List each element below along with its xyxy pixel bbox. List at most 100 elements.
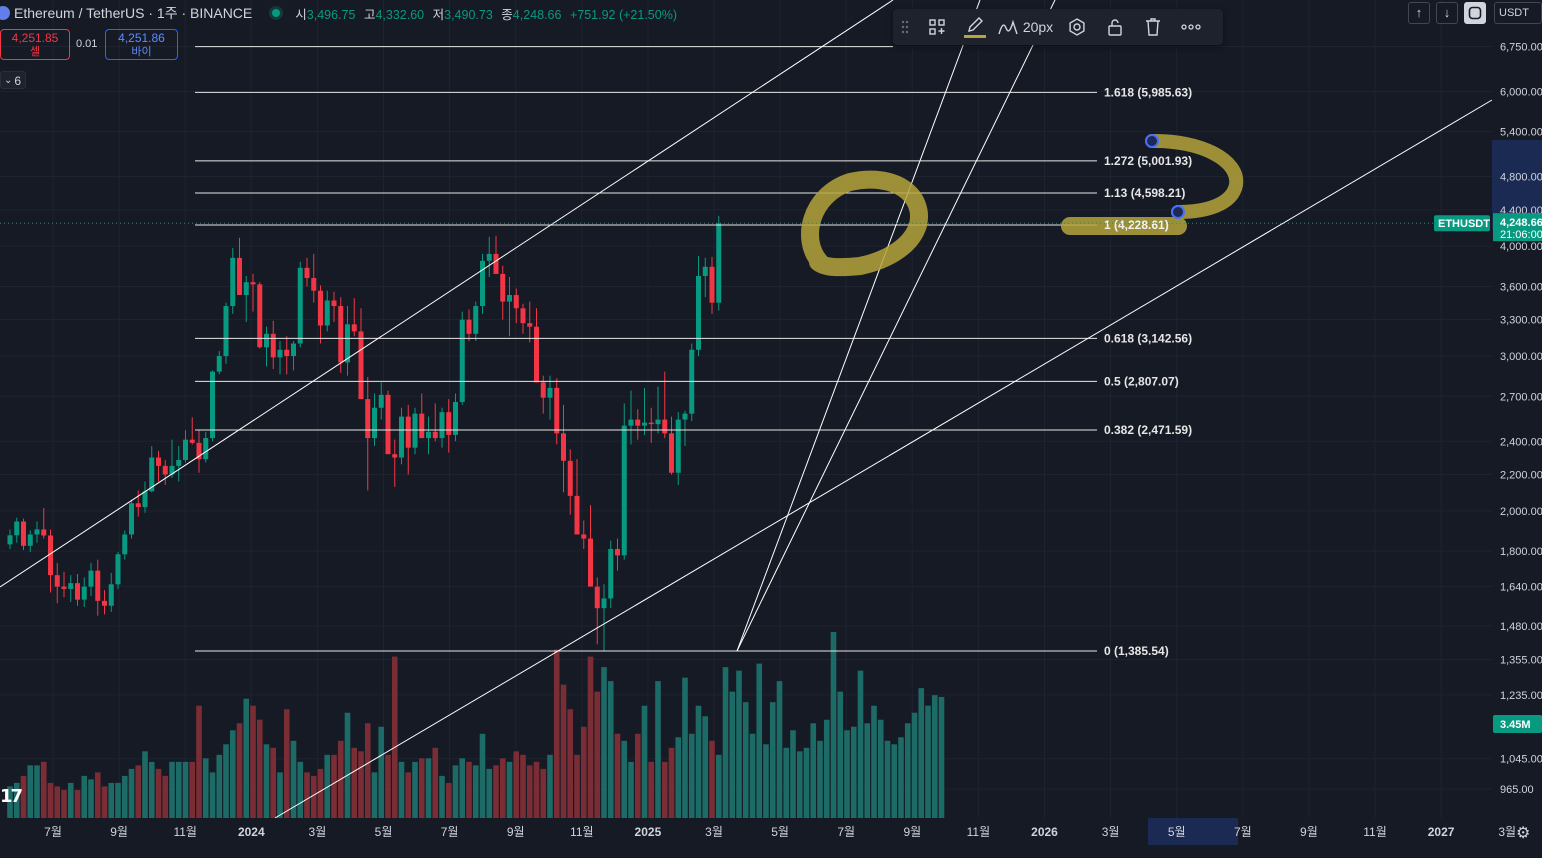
chevron-down-icon: ⌄: [4, 75, 13, 86]
candle: [520, 308, 526, 324]
volume-bar: [445, 782, 452, 818]
time-tick-label: 9월: [903, 825, 921, 839]
tradingview-logo[interactable]: 17: [0, 786, 23, 807]
volume-bar: [925, 705, 931, 818]
volume-bar: [94, 772, 101, 818]
volume-bar: [398, 761, 405, 818]
pencil-color-button[interactable]: [957, 9, 993, 45]
grid: [0, 0, 1508, 818]
volume-bar: [560, 684, 567, 818]
fib-level-label: 0.382 (2,471.59): [1104, 423, 1192, 437]
trend-line: [736, 0, 1056, 652]
candle: [156, 457, 161, 466]
gear-icon[interactable]: ⚙: [1516, 825, 1531, 842]
more-icon[interactable]: [1173, 9, 1209, 45]
price-tick-label: 1,480.00: [1500, 621, 1542, 633]
time-range-highlight: [1148, 818, 1238, 845]
volume-bar: [776, 681, 783, 818]
currency-selector[interactable]: USDT: [1494, 2, 1542, 24]
volume-bar: [864, 723, 871, 818]
ethereum-logo-icon: [0, 6, 10, 20]
volume-bar: [526, 765, 533, 818]
volume-bar: [189, 761, 196, 818]
volume-bar: [250, 705, 256, 818]
candle: [183, 439, 188, 460]
market-status-icon[interactable]: [272, 9, 281, 17]
candle: [385, 394, 391, 455]
volume-bar: [661, 761, 668, 818]
volume-bar: [499, 758, 506, 818]
time-tick-label: 7월: [441, 825, 459, 839]
candle: [129, 503, 134, 535]
fib-level-label: 1.13 (4,598.21): [1104, 186, 1185, 200]
volume-bar: [520, 754, 526, 818]
candle: [338, 306, 344, 363]
candle: [682, 413, 688, 420]
time-tick-label: 11월: [1363, 825, 1387, 839]
ohlc-values: 시3,496.75 고4,332.60 저3,490.73 종4,248.66 …: [295, 7, 677, 22]
volume-bar: [695, 705, 702, 818]
candle: [324, 300, 330, 326]
candle: [210, 371, 215, 439]
candle: [662, 419, 668, 434]
volume-bar: [317, 768, 324, 818]
line-width-button[interactable]: 20px: [993, 9, 1057, 45]
drag-handle-icon[interactable]: [893, 9, 917, 45]
volume-bar: [115, 782, 121, 818]
candle: [453, 401, 458, 435]
volume-bar: [182, 761, 189, 818]
volume-bar: [304, 772, 310, 818]
candle: [345, 324, 350, 363]
volume-bar: [452, 765, 459, 818]
settings-icon[interactable]: [1057, 9, 1097, 45]
volume-bar: [567, 709, 574, 818]
candle: [162, 465, 168, 475]
time-tick-label: 3월: [1498, 825, 1516, 839]
candle: [642, 422, 647, 426]
candle: [675, 419, 681, 473]
compare-toggle-icon[interactable]: [1464, 2, 1486, 24]
volume-bar: [817, 740, 823, 818]
time-tick-label: 2025: [635, 825, 662, 839]
symbol-title[interactable]: Ethereum / TetherUS · 1주 · BINANCE: [14, 5, 253, 21]
time-tick-label: 9월: [507, 825, 525, 839]
candle: [635, 419, 641, 426]
candle: [392, 454, 398, 458]
indicator-toggle[interactable]: ⌄ 6: [0, 71, 26, 89]
volume-bar: [823, 719, 830, 818]
candle: [628, 419, 634, 426]
volume-bar: [425, 758, 432, 818]
volume-bar: [668, 747, 675, 818]
candle: [567, 460, 573, 496]
volume-bar: [850, 726, 857, 818]
price-tick-label: 2,200.00: [1500, 469, 1542, 481]
candle: [709, 266, 715, 303]
volume-bar: [918, 688, 925, 818]
volume-bar: [574, 754, 580, 818]
candle: [230, 257, 236, 307]
time-axis-bg: [0, 818, 1542, 858]
fib-level-label: 1 (4,228.61): [1104, 218, 1169, 232]
time-tick-label: 2024: [238, 825, 265, 839]
arrow-up-button[interactable]: ↑: [1408, 2, 1430, 24]
volume-bar: [439, 775, 445, 818]
trash-icon[interactable]: [1133, 9, 1173, 45]
lock-icon[interactable]: [1097, 9, 1133, 45]
volume-bar: [837, 691, 844, 818]
candle: [500, 273, 506, 302]
volume-bar: [371, 772, 378, 818]
object-tree-icon[interactable]: [917, 9, 957, 45]
volume-bar: [466, 761, 472, 818]
buy-button[interactable]: 4,251.86 바이: [105, 29, 178, 60]
time-tick-label: 7월: [44, 825, 62, 839]
volume-bar: [88, 779, 94, 818]
sell-button[interactable]: 4,251.85 셀: [0, 29, 70, 60]
candle: [399, 416, 404, 458]
volume-bar: [769, 702, 776, 818]
volume-bar: [580, 726, 587, 818]
arrow-down-button[interactable]: ↓: [1436, 2, 1458, 24]
volume-bar: [857, 670, 864, 818]
candle: [216, 356, 222, 372]
candle: [311, 278, 317, 291]
